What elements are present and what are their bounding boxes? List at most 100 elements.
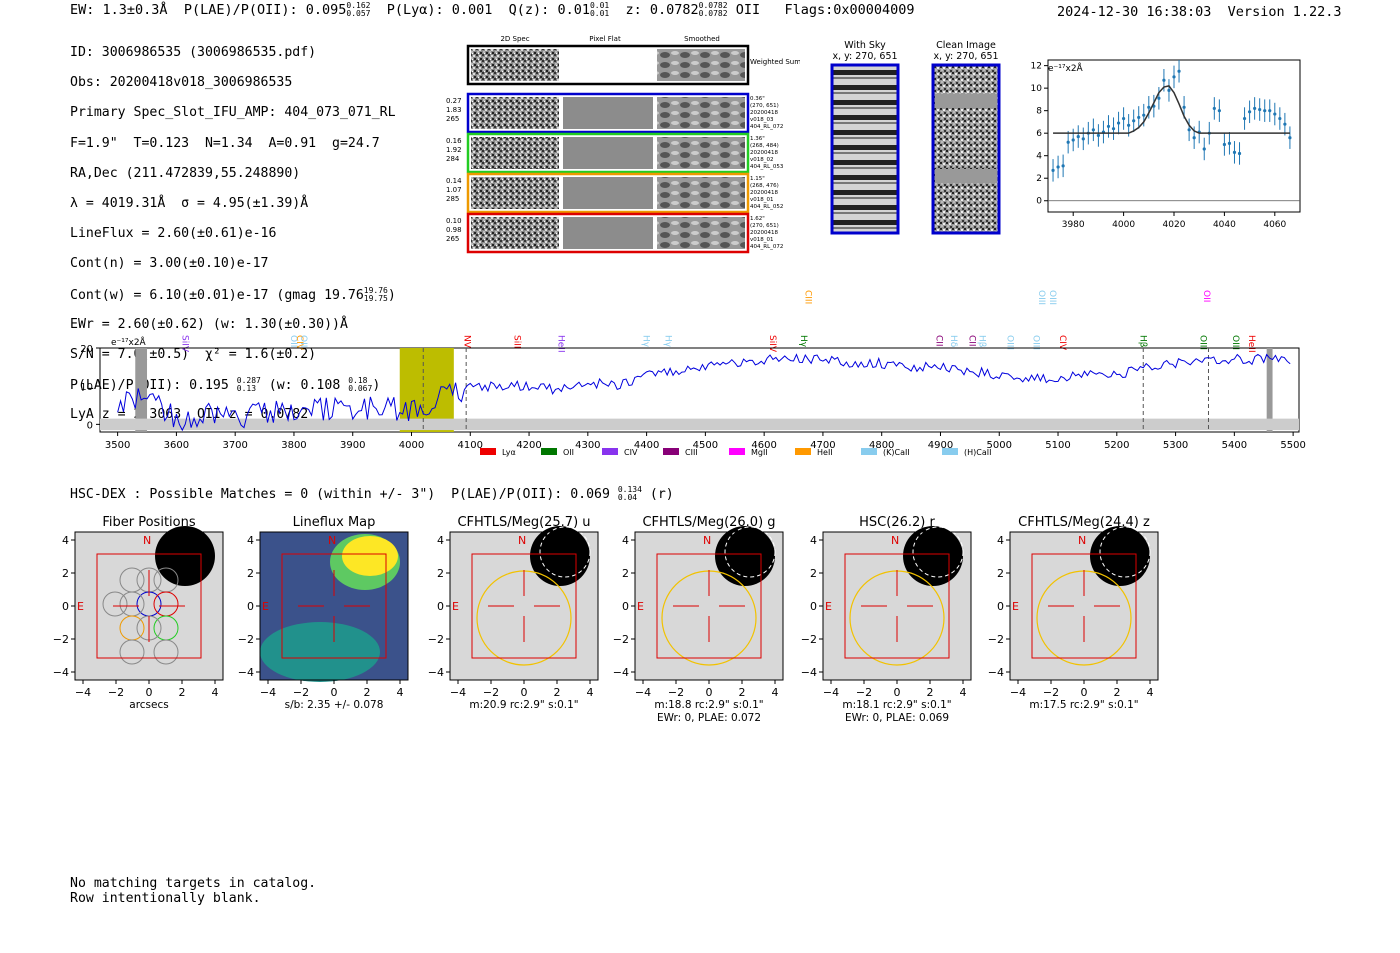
zoom-fit-line bbox=[1053, 85, 1290, 134]
plya-value: P(Lyα): 0.001 bbox=[386, 2, 493, 18]
lineflux-blob bbox=[260, 622, 380, 682]
spectrum-line-label: OIII bbox=[1197, 335, 1207, 350]
spectrum-xtick-label: 4000 bbox=[399, 440, 424, 451]
cutout-right-label: 404_RL_053 bbox=[750, 164, 784, 170]
cutout-2dspec bbox=[471, 217, 559, 249]
east-label: E bbox=[825, 600, 832, 613]
spectrum-line-label: Hδ bbox=[948, 335, 958, 348]
zoom-xtick-label: 3980 bbox=[1062, 220, 1085, 230]
info-id: ID: 3006986535 (3006986535.pdf) bbox=[70, 45, 317, 61]
cutout-right-label: v018_01 bbox=[750, 237, 774, 243]
cutout-right-label: v018_01 bbox=[750, 197, 774, 203]
spectrum-line-label: Hβ bbox=[976, 335, 986, 348]
cutout-left-label: 1.07 bbox=[446, 186, 462, 194]
legend-item: (K)CaII bbox=[861, 448, 910, 457]
cutout-panel: 2D Spec Pixel Flat Smoothed Weighted Sum… bbox=[446, 35, 800, 254]
zoom-data-point bbox=[1248, 110, 1252, 114]
hsc-hi: 0.134 bbox=[617, 485, 642, 494]
panel-xtick-label: 0 bbox=[706, 686, 713, 699]
gmag-lo: 19.75 bbox=[363, 293, 388, 303]
cutout-smoothed bbox=[657, 217, 745, 249]
cutout-smoothed bbox=[657, 177, 745, 209]
zoom-data-point bbox=[1232, 150, 1237, 154]
plae-lo: 0.057 bbox=[346, 9, 371, 18]
spectrum-line-label: NV bbox=[461, 335, 471, 349]
panel-xtick-label: 2 bbox=[1114, 686, 1121, 699]
info-plae-hi: 0.287 bbox=[236, 376, 261, 386]
north-label: N bbox=[518, 534, 526, 547]
q-frac: 0.01 0.01 bbox=[590, 2, 609, 18]
spectrum-xtick-label: 3600 bbox=[164, 440, 189, 451]
zoom-data-point bbox=[1258, 107, 1262, 112]
panel-ytick-label: −4 bbox=[801, 666, 817, 679]
spectrum-line-label: CIII bbox=[802, 290, 812, 304]
lineflux-peak bbox=[342, 536, 398, 576]
info-obs: Obs: 20200418v018_3006986535 bbox=[70, 75, 293, 91]
cutout-right-label: 404_RL_072 bbox=[750, 244, 783, 250]
zoom-xtick-label: 4060 bbox=[1263, 220, 1286, 230]
zoom-data-point bbox=[1177, 69, 1181, 73]
spectrum-xtick-label: 3500 bbox=[105, 440, 130, 451]
legend-label: MgII bbox=[751, 448, 768, 457]
image-panel: Lineflux Map N E 4 2 0 −2 −4 −4 −2 0 2 4 s/b: 2.35 +/… bbox=[238, 515, 409, 711]
panel-ytick-label: −4 bbox=[238, 666, 254, 679]
bright-source bbox=[530, 526, 590, 586]
col-title-smoothed: Smoothed bbox=[684, 35, 720, 43]
spectrum-line-label: OIII bbox=[1004, 335, 1014, 350]
spectrum-xtick-label: 4400 bbox=[634, 440, 659, 451]
cutout-2dspec bbox=[471, 97, 559, 129]
info-primary: Primary Spec_Slot_IFU_AMP: 404_073_071_R… bbox=[70, 105, 396, 121]
spectrum-line-label: CIV bbox=[294, 335, 304, 351]
spectrum-line-label: CII bbox=[933, 335, 943, 347]
panel-xtick-label: 4 bbox=[212, 686, 219, 699]
image-panel: HSC(26.2) r N E 4 2 0 −2 −4 −4 −2 0 2 4 m:18.1 rc:2.9… bbox=[801, 515, 972, 724]
spectrum-line-label: HeII bbox=[1246, 335, 1256, 353]
east-label: E bbox=[262, 600, 269, 613]
panel-xtick-label: 4 bbox=[960, 686, 967, 699]
spectrum-axes-frame bbox=[99, 347, 1300, 433]
info-contn: Cont(n) = 3.00(±0.10)e-17 bbox=[70, 256, 269, 272]
east-label: E bbox=[1012, 600, 1019, 613]
extraction-box bbox=[281, 553, 387, 659]
spectrum-xtick-label: 3800 bbox=[281, 440, 306, 451]
info-lineflux: LineFlux = 2.60(±0.61)e-16 bbox=[70, 226, 277, 242]
spectrum-xtick-label: 5000 bbox=[987, 440, 1012, 451]
spectrum-xtick-label: 3700 bbox=[222, 440, 247, 451]
spectrum-data bbox=[117, 353, 1291, 432]
ew-value: EW: 1.3±0.3Å bbox=[70, 2, 168, 18]
spectrum-line-label: OIII bbox=[1030, 335, 1040, 350]
north-label: N bbox=[1078, 534, 1086, 547]
bright-source bbox=[155, 526, 215, 586]
z-frac: 0.0782 0.0782 bbox=[699, 2, 728, 18]
plae-w-lo: 0.067 bbox=[348, 384, 373, 394]
panel-ytick-label: 0 bbox=[437, 600, 444, 613]
weighted-sum-spec bbox=[471, 49, 559, 81]
panel-ytick-label: 2 bbox=[810, 567, 817, 580]
panel-ytick-label: 4 bbox=[247, 534, 254, 547]
zoom-ylabel: e⁻¹⁷x2Å bbox=[1048, 62, 1084, 74]
cutout-right-label: 404_RL_072 bbox=[750, 124, 783, 130]
east-label: E bbox=[77, 600, 84, 613]
source-aperture bbox=[1099, 526, 1151, 578]
cutout-left-label: 1.83 bbox=[446, 106, 462, 114]
fiber-circle bbox=[119, 639, 145, 665]
extraction-box bbox=[96, 553, 202, 659]
spectrum-ylabel: e⁻¹⁷x2Å bbox=[111, 336, 147, 348]
panel-xtick-label: −4 bbox=[1010, 686, 1026, 699]
plae-hi: 0.162 bbox=[346, 1, 371, 10]
cutout-2dspec bbox=[471, 177, 559, 209]
spectrum-line-label: Hβ bbox=[1137, 335, 1147, 348]
cutout-left-label: 0.27 bbox=[446, 97, 462, 105]
spectrum-xtick-label: 3900 bbox=[340, 440, 365, 451]
zoom-xtick-label: 4000 bbox=[1112, 220, 1135, 230]
spectrum-ytick-label: 20 bbox=[80, 344, 93, 355]
cutout-right-label: 404_RL_052 bbox=[750, 204, 783, 210]
panel-xtick-label: −2 bbox=[293, 686, 309, 699]
zoom-data-point bbox=[1167, 88, 1171, 92]
legend-item: Lyα bbox=[480, 448, 516, 457]
plae-w-hi: 0.18 bbox=[348, 376, 368, 386]
plae-w-text: (w: 0.108 bbox=[268, 378, 341, 394]
